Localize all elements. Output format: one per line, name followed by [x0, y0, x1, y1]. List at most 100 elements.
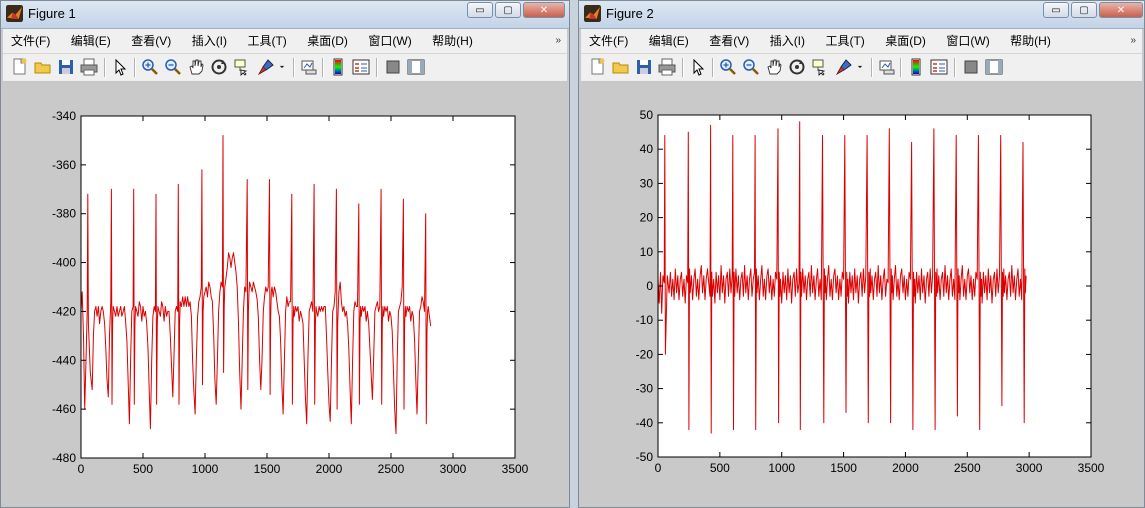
maximize-button[interactable]: ▢: [495, 2, 521, 18]
toolbar-separator: [682, 58, 684, 77]
insert-legend-icon[interactable]: [352, 58, 370, 76]
toolbar-separator: [900, 58, 902, 77]
link-plot-icon[interactable]: [300, 58, 318, 76]
menu-desktop[interactable]: 桌面(D): [885, 34, 926, 48]
menu-view[interactable]: 查看(V): [131, 34, 172, 48]
hide-plot-tools-icon[interactable]: [962, 58, 980, 76]
close-button[interactable]: ✕: [523, 2, 565, 18]
insert-colorbar-icon[interactable]: [907, 58, 925, 76]
data-cursor-icon[interactable]: [811, 58, 829, 76]
y-tick-label: 30: [640, 176, 654, 190]
zoom-out-icon[interactable]: [742, 58, 760, 76]
menu-insert[interactable]: 插入(I): [191, 34, 228, 48]
menu-tools[interactable]: 工具(T): [825, 34, 865, 48]
minimize-button[interactable]: ▭: [467, 2, 493, 18]
menu-insert[interactable]: 插入(I): [769, 34, 806, 48]
x-tick-label: 0: [655, 461, 662, 475]
brush-dropdown-icon[interactable]: [855, 58, 865, 76]
line-chart[interactable]: 0 500 1000 1500 2000 2500 3000 3500 -340 -360 -380…: [3, 82, 569, 502]
y-tick-label: -10: [636, 313, 654, 327]
y-tick-label: -460: [52, 402, 76, 416]
toolbar-separator: [376, 58, 378, 77]
menu-file[interactable]: 文件(F): [589, 34, 629, 48]
menu-window[interactable]: 窗口(W): [368, 34, 412, 48]
brush-dropdown-icon[interactable]: [277, 58, 287, 76]
print-icon[interactable]: [80, 58, 98, 76]
new-figure-icon[interactable]: [11, 58, 29, 76]
toolbar-separator: [134, 58, 136, 77]
rotate-3d-icon[interactable]: [788, 58, 806, 76]
menu-help[interactable]: 帮助(H): [1010, 34, 1051, 48]
link-plot-icon[interactable]: [878, 58, 896, 76]
menu-overflow-icon[interactable]: »: [555, 35, 561, 46]
maximize-button[interactable]: ▢: [1071, 2, 1097, 18]
close-button[interactable]: ✕: [1099, 2, 1143, 18]
open-file-icon[interactable]: [34, 58, 52, 76]
x-tick-label: 2000: [892, 461, 919, 475]
menu-desktop[interactable]: 桌面(D): [307, 34, 348, 48]
x-tick-label: 1000: [192, 462, 219, 476]
figure-canvas: 0 500 1000 1500 2000 2500 3000 3500 50 40 30 20 10 0-…: [581, 82, 1142, 501]
insert-colorbar-icon[interactable]: [329, 58, 347, 76]
show-plot-tools-icon[interactable]: [407, 58, 425, 76]
pan-hand-icon[interactable]: [765, 58, 783, 76]
menu-view[interactable]: 查看(V): [709, 34, 750, 48]
pan-hand-icon[interactable]: [187, 58, 205, 76]
menu-bar: 文件(F) 编辑(E) 查看(V) 插入(I) 工具(T) 桌面(D) 窗口(W…: [3, 29, 567, 54]
plot-background: [81, 116, 515, 458]
brush-icon[interactable]: [835, 58, 853, 76]
x-tick-label: 2500: [954, 461, 981, 475]
x-tick-label: 500: [710, 461, 730, 475]
menu-tools[interactable]: 工具(T): [247, 34, 287, 48]
title-bar[interactable]: Figure 2 ▭ ▢ ✕: [579, 1, 1144, 29]
y-tick-label: -40: [636, 416, 654, 430]
open-file-icon[interactable]: [612, 58, 630, 76]
edit-plot-arrow-icon[interactable]: [111, 58, 129, 76]
data-series-line[interactable]: [657, 121, 1027, 434]
y-tick-label: -440: [52, 353, 76, 367]
x-tick-label: 1500: [254, 462, 281, 476]
line-chart[interactable]: 0 500 1000 1500 2000 2500 3000 350050403020100-…: [581, 82, 1144, 502]
menu-help[interactable]: 帮助(H): [432, 34, 473, 48]
y-tick-label: -480: [52, 451, 76, 465]
print-icon[interactable]: [658, 58, 676, 76]
window-title: Figure 1: [28, 6, 76, 21]
menu-window[interactable]: 窗口(W): [946, 34, 990, 48]
y-tick-label: -360: [52, 158, 76, 172]
save-icon[interactable]: [635, 58, 653, 76]
x-tick-label: 1000: [768, 461, 795, 475]
figure-toolbar: [581, 54, 1142, 82]
menu-file[interactable]: 文件(F): [11, 34, 51, 48]
hide-plot-tools-icon[interactable]: [384, 58, 402, 76]
figure-1-window: Figure 1 ▭ ▢ ✕ 文件(F) 编辑(E) 查看(V) 插入(I) 工…: [0, 0, 570, 508]
y-tick-label: 40: [640, 142, 654, 156]
save-icon[interactable]: [57, 58, 75, 76]
new-figure-icon[interactable]: [589, 58, 607, 76]
show-plot-tools-icon[interactable]: [985, 58, 1003, 76]
rotate-3d-icon[interactable]: [210, 58, 228, 76]
y-tick-label: -20: [636, 347, 654, 361]
matlab-logo-icon: [6, 5, 23, 22]
x-tick-label: 3000: [440, 462, 467, 476]
data-series-line[interactable]: [80, 135, 432, 435]
y-tick-label: 10: [640, 245, 654, 259]
figure-toolbar: [3, 54, 567, 82]
title-bar[interactable]: Figure 1 ▭ ▢ ✕: [1, 1, 569, 29]
zoom-out-icon[interactable]: [164, 58, 182, 76]
x-tick-label: 3000: [1016, 461, 1043, 475]
x-tick-label: 1500: [830, 461, 857, 475]
edit-plot-arrow-icon[interactable]: [689, 58, 707, 76]
brush-icon[interactable]: [257, 58, 275, 76]
zoom-in-icon[interactable]: [141, 58, 159, 76]
menu-edit[interactable]: 编辑(E): [70, 34, 111, 48]
y-tick-label: 20: [640, 211, 654, 225]
menu-edit[interactable]: 编辑(E): [648, 34, 689, 48]
insert-legend-icon[interactable]: [930, 58, 948, 76]
x-tick-label: 3500: [502, 462, 529, 476]
minimize-button[interactable]: ▭: [1043, 2, 1069, 18]
data-cursor-icon[interactable]: [233, 58, 251, 76]
menu-overflow-icon[interactable]: »: [1130, 35, 1136, 46]
zoom-in-icon[interactable]: [719, 58, 737, 76]
matlab-logo-icon: [584, 5, 601, 22]
toolbar-separator: [322, 58, 324, 77]
